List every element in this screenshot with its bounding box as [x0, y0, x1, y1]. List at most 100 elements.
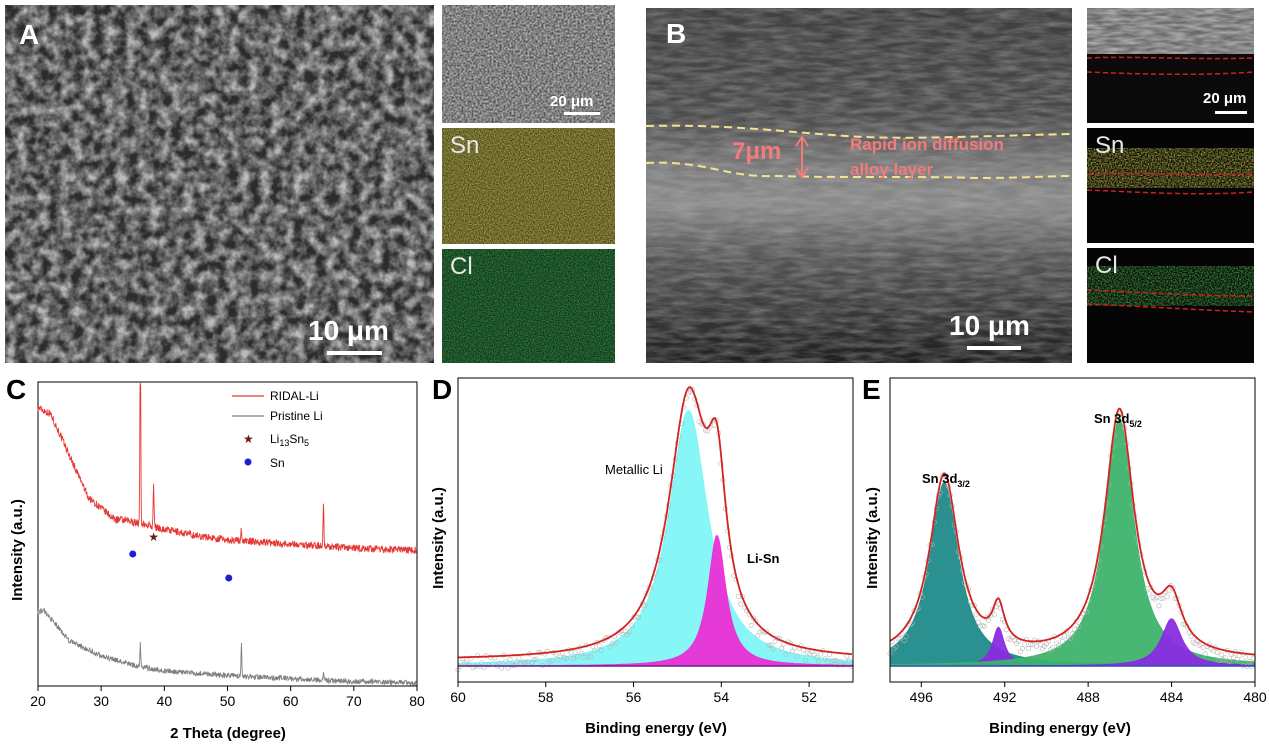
panel-letter-c: C	[6, 374, 27, 405]
chart-e-xtick-label: 480	[1243, 689, 1267, 705]
sem-image-b-inset: 20 μm	[1087, 8, 1254, 123]
chart-e-xtick-label: 496	[910, 689, 934, 705]
chart-d-raw-point	[779, 645, 785, 651]
legend-c-marker-li13sn5: ★	[243, 432, 254, 446]
chart-e-raw-point	[1056, 642, 1062, 648]
chart-e-raw-point	[1072, 626, 1078, 632]
chart-e-raw-point	[985, 617, 991, 623]
chart-e-raw-point	[979, 623, 985, 629]
chart-e-xtick-label: 492	[993, 689, 1017, 705]
chart-c-series-pristine-li	[37, 607, 418, 687]
chart-e-raw-point	[1188, 633, 1194, 639]
chart-e-raw-point	[1018, 649, 1024, 655]
layer-thickness-label: 7μm	[732, 138, 782, 165]
chart-d-ylabel: Intensity (a.u.)	[430, 487, 447, 589]
chart-d-xps-li: 60 58 56 54 52 Metallic Li Li-Sn Binding ene…	[430, 377, 855, 737]
chart-e-raw-point	[1020, 646, 1026, 652]
chart-e-raw-point	[901, 637, 907, 643]
scale-label-a-inset: 20 μm	[550, 93, 594, 110]
chart-e-peak-sn-3d5-2	[889, 418, 1256, 667]
chart-d-raw-point	[531, 656, 537, 662]
chart-d-raw-point	[705, 428, 711, 434]
eds-map-a-sn: Sn	[442, 128, 615, 244]
sem-image-a-main: A 10 μm	[5, 5, 434, 363]
eds-label-b-sn: Sn	[1095, 132, 1125, 159]
chart-e-raw-point	[1050, 645, 1056, 651]
chart-d-raw-point	[592, 648, 598, 654]
sem-texture-a-inset	[442, 5, 615, 123]
chart-d-xtick-label: 60	[450, 689, 466, 705]
chart-e-ylabel: Intensity (a.u.)	[864, 487, 881, 589]
chart-d-raw-point	[503, 659, 509, 665]
chart-d-raw-point	[816, 659, 822, 665]
chart-d-frame	[457, 377, 854, 683]
chart-d-raw-point	[588, 654, 594, 660]
chart-e-raw-point	[1026, 645, 1032, 651]
chart-d-annotation-metallic-li: Metallic Li	[605, 462, 663, 477]
chart-e-xlabel: Binding energy (eV)	[989, 720, 1131, 737]
chart-e-raw-point	[1022, 642, 1028, 648]
chart-e-raw-point	[1106, 482, 1112, 488]
chart-e-raw-point	[1156, 603, 1162, 609]
eds-texture-a-cl	[442, 249, 615, 363]
chart-e-raw-point	[1246, 658, 1252, 664]
chart-d-raw-point	[514, 659, 520, 665]
chart-d-raw-point	[522, 660, 528, 666]
chart-d-raw-point	[570, 655, 576, 661]
chart-d-raw-point	[846, 658, 852, 664]
chart-e-raw-point	[1034, 643, 1040, 649]
eds-map-a-cl: Cl	[442, 249, 615, 363]
chart-e-raw-point	[1166, 588, 1172, 594]
chart-d-raw-point	[629, 623, 635, 629]
chart-c-xlabel: 2 Theta (degree)	[170, 725, 286, 742]
chart-e-raw-point	[1084, 609, 1090, 615]
chart-d-raw-point	[461, 660, 467, 666]
chart-d-raw-point	[766, 642, 772, 648]
chart-d-raw-point	[466, 662, 472, 668]
chart-c-marker-sn	[225, 574, 233, 582]
alloy-layer-annotation-2: alloy layer	[850, 160, 934, 179]
chart-d-raw-point	[831, 658, 837, 664]
scale-bar-a	[327, 351, 382, 355]
chart-e-raw-point	[1003, 627, 1009, 633]
alloy-layer-annotation-1: Rapid ion diffusion	[850, 135, 1004, 154]
chart-e-raw-point	[1164, 594, 1170, 600]
chart-c-series-ridal-li	[37, 382, 418, 554]
chart-d-xlabel: Binding energy (eV)	[585, 720, 727, 737]
legend-c-label-ridal: RIDAL-Li	[270, 389, 319, 403]
scale-bar-b-inset	[1215, 111, 1247, 114]
chart-e-raw-point	[893, 643, 899, 649]
chart-e-raw-point	[1146, 591, 1152, 597]
chart-d-raw-point	[544, 648, 550, 654]
chart-e-raw-point	[1250, 655, 1256, 661]
chart-d-raw-point	[572, 649, 578, 655]
chart-c-xtick-label: 80	[409, 693, 425, 709]
chart-c-frame	[37, 381, 418, 687]
chart-d-raw-point	[507, 656, 513, 662]
chart-d-raw-point	[711, 422, 717, 428]
chart-e-xtick-label: 488	[1076, 689, 1100, 705]
chart-d-raw-point	[475, 653, 481, 659]
panel-letter-d: D	[432, 374, 453, 405]
chart-d-raw-point	[516, 655, 522, 661]
chart-d-xtick-label: 54	[714, 689, 730, 705]
chart-d-raw-point	[770, 646, 776, 652]
chart-e-raw-point	[1214, 649, 1220, 655]
chart-d-raw-point	[833, 657, 839, 663]
chart-d-raw-point	[468, 655, 474, 661]
chart-c-xtick-label: 40	[157, 693, 173, 709]
chart-d-raw-point	[813, 654, 819, 660]
panel-letter-b: B	[666, 18, 687, 49]
chart-d-raw-point	[575, 653, 581, 659]
chart-e-raw-point	[1180, 621, 1186, 627]
chart-d-raw-point	[794, 653, 800, 659]
chart-d-raw-point	[579, 650, 585, 656]
chart-d-raw-point	[642, 602, 648, 608]
chart-e-annotation-sn52: Sn 3d5/2	[1094, 411, 1142, 429]
chart-e-annotation-sn32: Sn 3d3/2	[922, 471, 970, 489]
chart-c-marker-li13sn5: ★	[148, 530, 159, 544]
eds-label-a-sn: Sn	[450, 132, 480, 159]
sem-image-b-main: B 7μm Rapid ion diffusion alloy layer 10…	[646, 8, 1072, 363]
legend-c: RIDAL-Li Pristine Li ★ Li13Sn5 Sn	[232, 389, 323, 470]
chart-d-raw-point	[783, 651, 789, 657]
